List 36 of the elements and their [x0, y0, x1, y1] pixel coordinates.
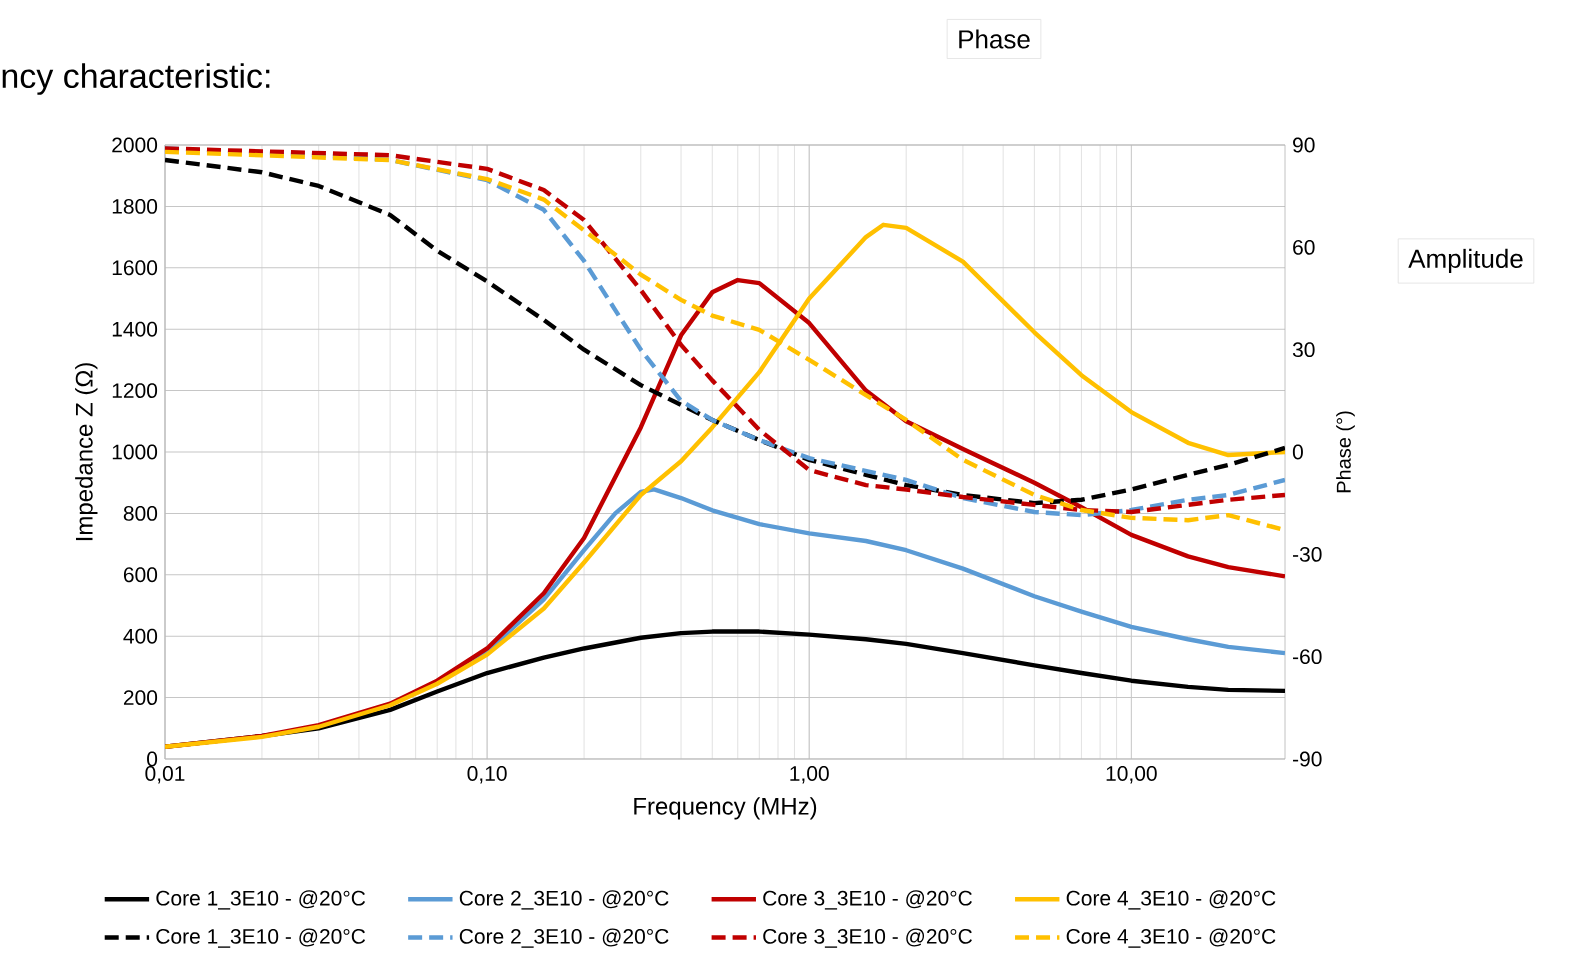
y-tick-label: 0	[147, 751, 158, 767]
x-axis-title: Frequency (MHz)	[634, 797, 817, 820]
legend-label: Core 3_3E10 - @20°C	[763, 890, 972, 910]
y2-tick-label: 30	[1292, 342, 1315, 358]
y2-tick-label: -30	[1293, 546, 1322, 562]
y-tick-label: 2000	[112, 137, 158, 153]
legend-label: Core 2_3E10 - @20°C	[459, 928, 669, 948]
y-tick-label: 1000	[112, 444, 158, 460]
y-tick-label: 1200	[112, 383, 158, 399]
legend-label: Core 2_3E10 - @20°C	[459, 890, 669, 910]
text: Phase	[959, 29, 1030, 49]
legend-label: Core 1_3E10 - @20°C	[156, 890, 366, 910]
x-tick-label: 10,00	[1106, 766, 1157, 784]
y-tick-label: 600	[123, 567, 158, 583]
y-tick-label: 1400	[112, 321, 158, 337]
x-tick-label: 0,01	[145, 766, 185, 784]
y2-axis-title: Phase (°)	[1336, 411, 1355, 493]
y-tick-label: 200	[123, 690, 158, 706]
y-tick-label: 1800	[112, 198, 158, 214]
chart-title: ncy characteristic:	[2, 63, 270, 95]
legend-label: Core 1_3E10 - @20°C	[156, 928, 366, 948]
x-tick-label: 0,10	[467, 766, 507, 784]
y-tick-label: 400	[123, 628, 158, 644]
text: Amplitude	[1408, 248, 1523, 274]
y2-tick-label: 60	[1293, 239, 1315, 255]
legend-label: Core 3_3E10 - @20°C	[763, 928, 972, 948]
x-tick-label: 1,00	[790, 766, 829, 784]
y-tick-label: 1600	[112, 260, 158, 276]
y-axis-title: Impedance Z (Ω)	[75, 363, 98, 541]
y2-tick-label: -90	[1293, 751, 1322, 767]
y-tick-label: 800	[123, 505, 158, 521]
y2-tick-label: 90	[1293, 137, 1315, 153]
y2-tick-label: -60	[1293, 649, 1322, 665]
legend-label: Core 4_3E10 - @20°C	[1066, 890, 1276, 910]
y2-tick-label: 0	[1292, 444, 1303, 460]
legend-label: Core 4_3E10 - @20°C	[1066, 928, 1276, 948]
